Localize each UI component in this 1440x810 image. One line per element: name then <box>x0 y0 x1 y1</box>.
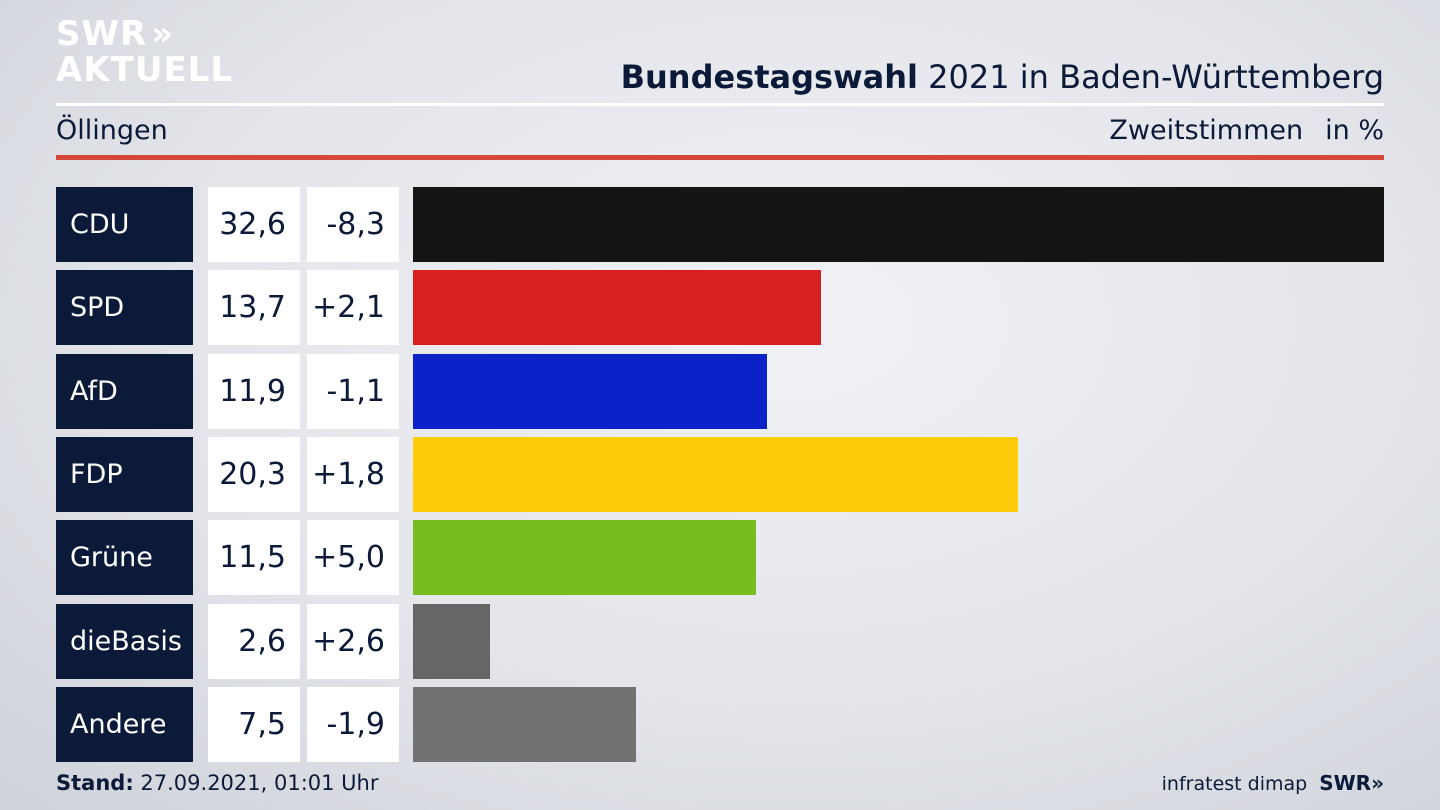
chart-title-bold: Bundestagswahl <box>620 58 918 96</box>
vote-share-bar <box>413 604 490 679</box>
results-bar-chart: CDU 32,6 -8,3 SPD 13,7 +2,1 AfD 11,9 -1,1 FDP 20,3… <box>56 187 1384 762</box>
party-label: AfD <box>56 354 193 429</box>
vote-change-label: +2,1 <box>307 270 399 345</box>
vote-share-label: 11,5 <box>208 520 300 595</box>
vote-share-bar <box>413 354 767 429</box>
timestamp-value: 27.09.2021, 01:01 Uhr <box>133 771 379 795</box>
vote-share-bar <box>413 187 1384 262</box>
logo-aktuell-text: AKTUELL <box>56 50 234 90</box>
vote-change-label: -8,3 <box>307 187 399 262</box>
swr-aktuell-logo: SWR» AKTUELL <box>56 16 233 88</box>
chart-title-rest: 2021 in Baden-Württemberg <box>917 58 1384 96</box>
swr-footer-logo: SWR» <box>1319 771 1384 795</box>
party-label: Grüne <box>56 520 193 595</box>
chart-title: Bundestagswahl 2021 in Baden-Württemberg <box>621 58 1384 96</box>
vote-change-label: +2,6 <box>307 604 399 679</box>
vote-share-label: 2,6 <box>208 604 300 679</box>
vote-share-label: 11,9 <box>208 354 300 429</box>
timestamp: Stand: 27.09.2021, 01:01 Uhr <box>56 771 379 795</box>
header-divider <box>56 103 1384 106</box>
accent-divider <box>56 155 1384 160</box>
result-row: Grüne 11,5 +5,0 <box>56 520 1384 595</box>
vote-type-text: Zweitstimmen <box>1109 115 1304 146</box>
unit-text: in % <box>1325 115 1384 146</box>
vote-change-label: -1,9 <box>307 687 399 762</box>
party-label: CDU <box>56 187 193 262</box>
vote-share-bar <box>413 520 756 595</box>
vote-share-bar <box>413 687 636 762</box>
result-row: dieBasis 2,6 +2,6 <box>56 604 1384 679</box>
vote-change-label: +1,8 <box>307 437 399 512</box>
logo-swr-text: SWR <box>56 14 148 54</box>
result-row: Andere 7,5 -1,9 <box>56 687 1384 762</box>
vote-change-label: -1,1 <box>307 354 399 429</box>
party-label: Andere <box>56 687 193 762</box>
vote-share-bar <box>413 270 821 345</box>
vote-type-label: Zweitstimmen in % <box>1109 115 1384 146</box>
source-credit: infratest dimap <box>1161 773 1308 795</box>
party-label: FDP <box>56 437 193 512</box>
location-label: Öllingen <box>56 115 168 146</box>
result-row: CDU 32,6 -8,3 <box>56 187 1384 262</box>
result-row: SPD 13,7 +2,1 <box>56 270 1384 345</box>
vote-share-bar <box>413 437 1018 512</box>
footer-credits: infratest dimap SWR» <box>1162 771 1384 795</box>
vote-share-label: 20,3 <box>208 437 300 512</box>
result-row: FDP 20,3 +1,8 <box>56 437 1384 512</box>
vote-share-label: 13,7 <box>208 270 300 345</box>
party-label: SPD <box>56 270 193 345</box>
vote-share-label: 32,6 <box>208 187 300 262</box>
vote-change-label: +5,0 <box>307 520 399 595</box>
vote-share-label: 7,5 <box>208 687 300 762</box>
logo-chevrons: » <box>151 14 173 54</box>
timestamp-label: Stand: <box>56 771 134 795</box>
result-row: AfD 11,9 -1,1 <box>56 354 1384 429</box>
party-label: dieBasis <box>56 604 193 679</box>
